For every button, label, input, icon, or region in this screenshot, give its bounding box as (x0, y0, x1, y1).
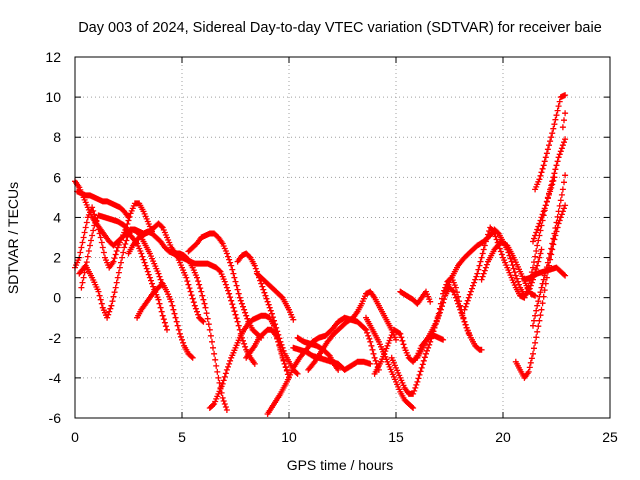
series-arc-16 (294, 334, 342, 373)
data-point-markers (170, 248, 207, 325)
series-arc-3 (74, 188, 132, 221)
data-point-markers (530, 174, 558, 245)
data-points (72, 92, 569, 417)
series-arc-14 (264, 314, 382, 417)
series-arc-21 (397, 288, 434, 307)
x-tick-label: 0 (71, 429, 79, 445)
chart-title: Day 003 of 2024, Sidereal Day-to-day VTE… (78, 20, 602, 36)
x-tick-label: 5 (178, 429, 186, 445)
data-point-markers (521, 264, 569, 283)
series-arc-29 (530, 174, 558, 245)
y-tick-label: -6 (49, 410, 62, 426)
y-tick-label: 10 (45, 89, 61, 105)
series-arc-22 (414, 284, 485, 361)
y-tick-label: 8 (53, 129, 61, 145)
series-arc-27 (512, 202, 569, 381)
y-tick-label: 4 (53, 209, 61, 225)
series-arc-30 (532, 92, 569, 193)
data-point-markers (530, 172, 569, 329)
series-arc-6 (134, 280, 196, 361)
series-arc-17 (305, 288, 399, 373)
series-arc-26 (521, 264, 569, 283)
data-point-markers (478, 238, 539, 299)
x-tick-label: 10 (281, 429, 297, 445)
y-tick-label: -2 (49, 330, 62, 346)
plot-frame (74, 56, 611, 419)
axis-ticks: 0 5 10 15 20 25 -6 -4 -2 0 2 4 6 8 10 12 (45, 49, 618, 445)
series-arc-13 (253, 270, 297, 323)
series-arc-8 (170, 248, 207, 325)
y-tick-label: 0 (53, 290, 61, 306)
data-point-markers (397, 288, 434, 307)
data-point-markers (185, 230, 265, 341)
data-point-markers (253, 270, 297, 323)
y-tick-label: 2 (53, 250, 61, 266)
y-tick-label: 6 (53, 169, 61, 185)
x-tick-label: 15 (388, 429, 404, 445)
data-point-markers (461, 136, 569, 313)
series-arc-28 (530, 172, 569, 329)
data-point-markers (532, 92, 569, 193)
series-arc-5 (78, 212, 170, 333)
data-point-markers (125, 220, 230, 413)
data-point-markers (294, 334, 342, 373)
x-tick-label: 25 (602, 429, 618, 445)
data-point-markers (74, 188, 132, 221)
series-arc-18 (363, 314, 417, 411)
series-arc-9 (185, 230, 265, 341)
data-point-markers (512, 202, 569, 381)
data-point-markers (72, 178, 258, 367)
data-point-markers (414, 284, 485, 361)
data-point-markers (305, 288, 399, 373)
series-arc-25 (478, 238, 539, 299)
data-point-markers (243, 326, 292, 381)
series-arc-24 (461, 136, 569, 313)
y-axis-label: SDTVAR / TECUs (5, 182, 21, 294)
series-arc-12 (243, 326, 292, 381)
series-arc-7 (125, 220, 230, 413)
data-point-markers (363, 314, 417, 411)
y-tick-label: 12 (45, 49, 61, 65)
series-arc-4 (76, 226, 166, 321)
x-axis-label: GPS time / hours (287, 457, 394, 473)
y-tick-label: -4 (49, 370, 62, 386)
data-point-markers (78, 212, 170, 333)
x-tick-label: 20 (495, 429, 511, 445)
data-point-markers (134, 280, 196, 361)
data-point-markers (264, 314, 382, 417)
series-arc-2 (72, 178, 258, 367)
data-point-markers (76, 226, 166, 321)
